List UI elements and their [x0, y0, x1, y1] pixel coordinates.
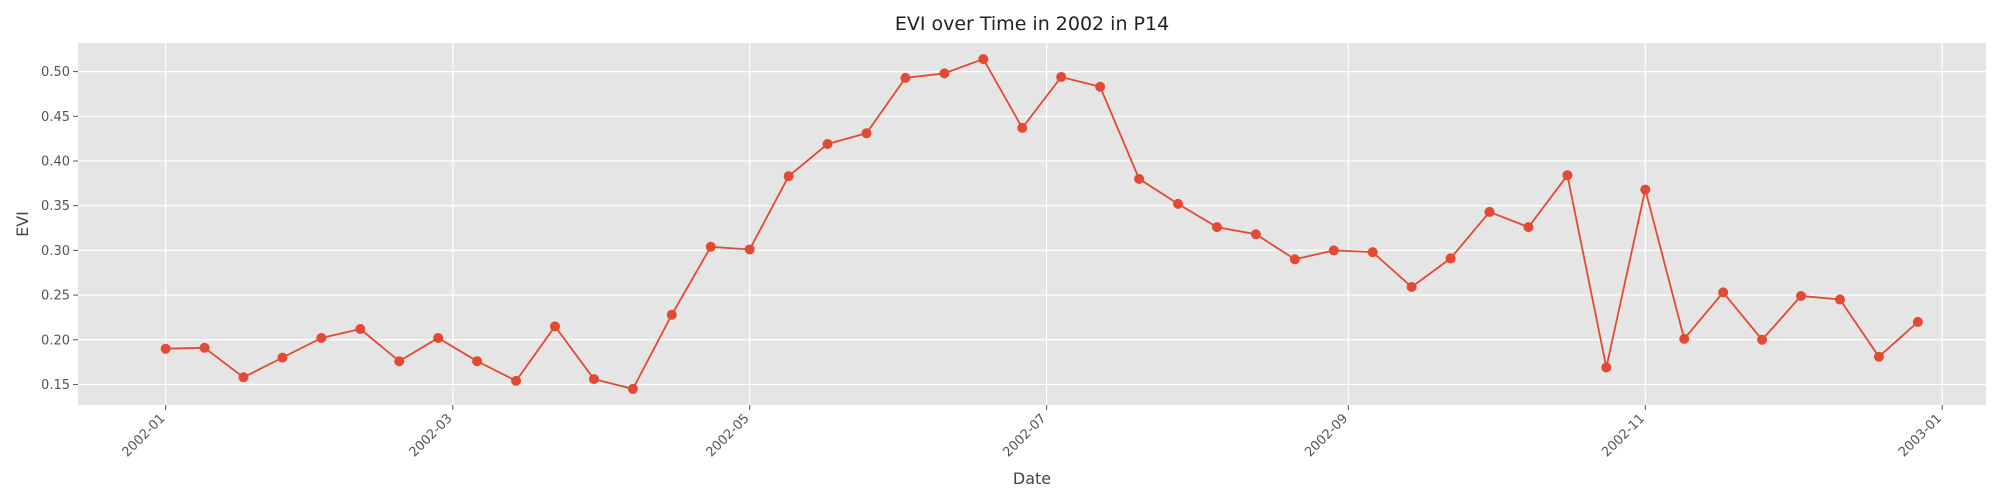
data-point [1134, 173, 1145, 184]
y-tick-label: 0.35 [41, 199, 70, 214]
data-point [978, 54, 989, 65]
data-point [1718, 287, 1729, 298]
data-point [744, 244, 755, 255]
x-tick-label: 2002-03 [407, 411, 456, 460]
data-point [1873, 351, 1884, 362]
data-point [861, 128, 872, 139]
data-point [277, 352, 288, 363]
data-point [1640, 184, 1651, 195]
y-tick-label: 0.40 [41, 154, 70, 169]
y-axis-label: EVI [13, 211, 32, 237]
data-point [1211, 222, 1222, 233]
y-tick-label: 0.25 [41, 289, 70, 304]
data-point [1757, 334, 1768, 345]
x-tick-label: 2002-05 [703, 411, 752, 460]
data-point [1056, 71, 1067, 82]
data-point [939, 68, 950, 79]
data-point [1601, 362, 1612, 373]
data-point [238, 372, 249, 383]
y-tick-label: 0.20 [41, 333, 70, 348]
data-point [1523, 222, 1534, 233]
data-point [900, 72, 911, 83]
data-point [1328, 245, 1339, 256]
data-point [199, 342, 210, 353]
data-point [1912, 316, 1923, 327]
y-tick-label: 0.15 [41, 378, 70, 393]
data-point [1562, 170, 1573, 181]
data-point [511, 375, 522, 386]
data-point [550, 321, 560, 332]
data-point [433, 332, 444, 343]
data-point [1367, 247, 1378, 258]
x-tick-label: 2002-11 [1599, 411, 1648, 460]
data-point [1445, 253, 1456, 264]
data-point [1834, 294, 1845, 305]
series-layer [160, 54, 1923, 394]
y-tick-label: 0.30 [41, 244, 70, 259]
data-point [1796, 290, 1807, 301]
x-tick-label: 2002-09 [1302, 411, 1351, 460]
x-tick-label: 2002-07 [1000, 411, 1049, 460]
data-point [666, 309, 677, 320]
x-axis-label: Date [1013, 469, 1051, 488]
data-point [588, 374, 599, 385]
x-tick-label: 2003-01 [1896, 411, 1945, 460]
y-axis-ticks: 0.15 0.20 0.25 0.30 0.35 0.40 0.45 0.50 [41, 65, 78, 393]
x-axis-ticks: 2002-01 2002-03 2002-05 2002-07 2002-09 2002-… [119, 405, 1945, 460]
data-point [1484, 206, 1495, 217]
data-point [1406, 282, 1417, 293]
data-point [394, 356, 405, 367]
data-point [316, 332, 327, 343]
data-point [1017, 122, 1028, 133]
data-point [705, 241, 716, 252]
data-point [472, 356, 483, 367]
plot-background [78, 43, 1986, 405]
data-point [1173, 198, 1184, 209]
chart-title: EVI over Time in 2002 in P14 [895, 13, 1169, 35]
y-tick-label: 0.50 [41, 65, 70, 80]
x-tick-label: 2002-01 [119, 411, 168, 460]
data-point [783, 171, 794, 182]
data-point [1250, 229, 1261, 240]
data-point [355, 324, 366, 335]
y-tick-label: 0.45 [41, 110, 70, 125]
data-point [1289, 254, 1300, 265]
data-point [1095, 81, 1106, 92]
series-line [165, 57, 1919, 390]
data-point [1679, 333, 1690, 344]
data-point [160, 343, 171, 354]
data-point [822, 139, 833, 149]
data-point [627, 383, 638, 394]
